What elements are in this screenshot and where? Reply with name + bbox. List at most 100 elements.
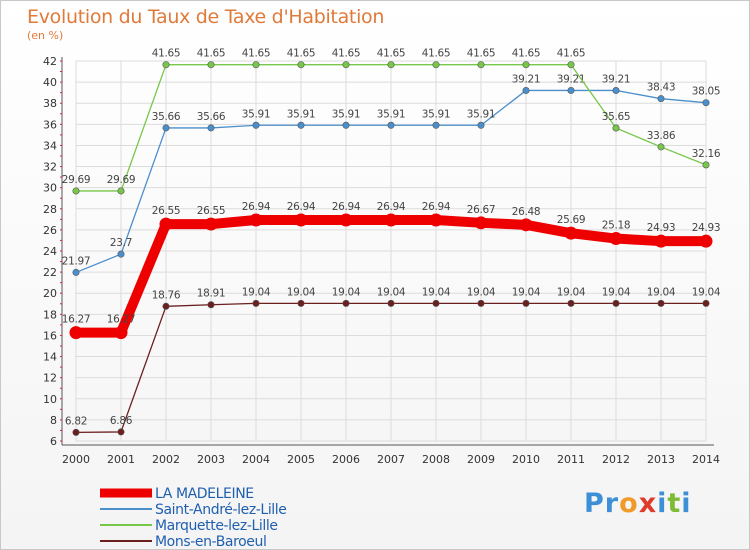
data-point	[384, 213, 398, 227]
data-label: 6.82	[65, 415, 87, 427]
legend-label: LA MADELEINE	[155, 486, 254, 502]
data-point	[612, 299, 620, 307]
y-tick-label: 16	[43, 329, 57, 342]
data-point	[252, 61, 260, 69]
y-tick-label: 26	[43, 224, 57, 237]
data-label: 19.04	[422, 286, 451, 298]
data-point	[207, 124, 215, 132]
data-point	[699, 234, 713, 248]
data-label: 26.48	[512, 206, 541, 218]
data-point	[252, 299, 260, 307]
data-label: 35.91	[332, 108, 361, 120]
data-point	[342, 299, 350, 307]
proxiti-logo: Proxiti	[584, 488, 692, 519]
data-label: 41.65	[197, 48, 226, 60]
data-label: 16.27	[107, 314, 136, 326]
data-point	[339, 213, 353, 227]
data-label: 19.04	[287, 286, 316, 298]
data-point	[432, 121, 440, 129]
data-label: 26.55	[152, 205, 181, 217]
y-tick-label: 10	[43, 393, 57, 406]
data-label: 26.94	[422, 201, 451, 213]
y-tick-label: 6	[50, 435, 57, 448]
data-label: 18.76	[152, 289, 181, 301]
series-la-madeleine: 16.27 16.27 26.55 26.55 26.94 26.94 26.94 26.94…	[62, 201, 721, 340]
data-label: 21.97	[62, 255, 91, 267]
data-point	[114, 326, 128, 340]
data-point	[387, 121, 395, 129]
data-point	[477, 121, 485, 129]
series-marquette-lez-lille: 29.69 29.69 41.65 41.65 41.65 41.65 41.65 41.65…	[62, 48, 721, 195]
y-tick-label: 30	[43, 182, 57, 195]
data-point	[654, 234, 668, 248]
data-label: 26.94	[332, 201, 361, 213]
data-label: 23.7	[110, 237, 132, 249]
data-point	[702, 99, 710, 107]
data-point	[162, 124, 170, 132]
logo-letter: i	[657, 488, 668, 519]
data-point	[342, 61, 350, 69]
data-point	[387, 299, 395, 307]
data-point	[657, 95, 665, 103]
data-label: 41.65	[152, 48, 181, 60]
data-point	[207, 61, 215, 69]
data-point	[432, 61, 440, 69]
data-point	[564, 226, 578, 240]
data-label: 16.27	[62, 314, 91, 326]
y-tick-label: 14	[43, 351, 57, 364]
data-label: 25.18	[602, 220, 631, 232]
data-point	[117, 428, 125, 436]
y-tick-label: 36	[43, 118, 57, 131]
data-point	[69, 326, 83, 340]
data-point	[204, 217, 218, 231]
data-point	[72, 428, 80, 436]
data-point	[207, 301, 215, 309]
logo-letter: r	[604, 488, 620, 519]
data-point	[297, 121, 305, 129]
data-point	[519, 218, 533, 232]
data-point	[297, 61, 305, 69]
data-label: 35.66	[152, 111, 181, 123]
data-point	[429, 213, 443, 227]
x-tick-label: 2007	[377, 453, 405, 466]
data-label: 29.69	[107, 174, 136, 186]
data-point	[162, 61, 170, 69]
data-label: 19.04	[332, 286, 361, 298]
y-tick-label: 24	[43, 245, 57, 258]
data-point	[432, 299, 440, 307]
data-label: 35.91	[377, 108, 406, 120]
x-tick-label: 2008	[422, 453, 450, 466]
data-point	[117, 187, 125, 195]
data-point	[294, 213, 308, 227]
y-tick-label: 18	[43, 308, 57, 321]
data-point	[522, 61, 530, 69]
x-tick-label: 2004	[242, 453, 270, 466]
data-label: 41.65	[332, 48, 361, 60]
data-point	[702, 161, 710, 169]
logo-letter: t	[667, 488, 682, 519]
x-tick-label: 2009	[467, 453, 495, 466]
x-tick-label: 2001	[107, 453, 135, 466]
y-tick-label: 38	[43, 97, 57, 110]
chart-unit-label: (en %)	[27, 29, 64, 42]
data-label: 19.04	[692, 286, 721, 298]
data-label: 35.91	[422, 108, 451, 120]
data-point	[567, 299, 575, 307]
series-mons-en-baroeul: 6.82 6.86 18.76 18.91 19.04 19.04 19.04 19.04 19…	[65, 286, 721, 436]
y-tick-label: 8	[50, 414, 57, 427]
grid-lines	[75, 60, 707, 442]
data-label: 26.94	[287, 201, 316, 213]
y-tick-label: 28	[43, 203, 57, 216]
data-point	[252, 121, 260, 129]
legend-label: Marquette-lez-Lille	[155, 518, 278, 534]
data-label: 26.55	[197, 205, 226, 217]
data-label: 19.04	[242, 286, 271, 298]
data-point	[117, 250, 125, 258]
data-label: 35.91	[467, 108, 496, 120]
data-point	[477, 299, 485, 307]
data-point	[249, 213, 263, 227]
y-tick-label: 32	[43, 161, 57, 174]
x-tick-label: 2010	[512, 453, 540, 466]
logo-letter: i	[681, 488, 692, 519]
y-tick-label: 40	[43, 76, 57, 89]
